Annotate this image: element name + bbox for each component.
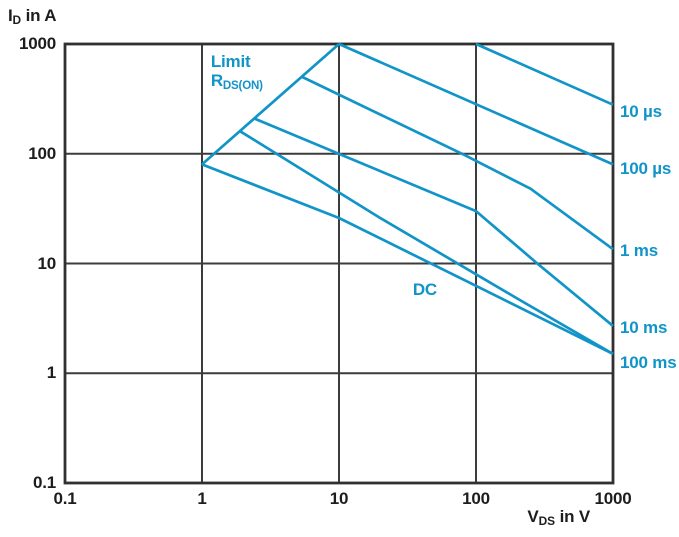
curve-pulse-10ms — [253, 117, 614, 327]
curve-label-pulse-100ms: 100 ms — [620, 352, 677, 372]
y-axis-title-symbol: I — [8, 6, 13, 25]
x-tick-label-10: 10 — [329, 489, 349, 508]
y-tick-label-0.1: 0.1 — [32, 473, 56, 492]
curve-pulse-100us — [338, 42, 614, 166]
x-tick-label-100: 100 — [462, 489, 490, 508]
x-axis-title-units: in V — [555, 507, 591, 526]
curve-pulse-10us — [475, 42, 614, 106]
limit-label-line1: Limit — [210, 52, 251, 72]
y-tick-label-1: 1 — [46, 363, 56, 383]
limit-rdson-label: Limit RDS(ON) — [211, 52, 263, 93]
curve-dc — [201, 163, 614, 356]
y-tick-label-100: 100 — [28, 143, 56, 163]
limit-label-symbol: R — [210, 71, 223, 91]
curve-label-pulse-1ms: 1 ms — [620, 241, 658, 261]
x-axis-title-subscript: DS — [538, 513, 556, 528]
curve-pulse-1ms — [301, 75, 614, 251]
y-axis-title-subscript: D — [12, 12, 22, 27]
curve-label-pulse-10us: 10 µs — [620, 101, 662, 121]
dc-label: DC — [412, 279, 437, 299]
x-axis-title-symbol: V — [527, 507, 539, 526]
limit-label-subscript: DS(ON) — [222, 79, 263, 92]
curve-pulse-100ms — [239, 130, 614, 356]
y-axis-title: ID in A — [8, 6, 57, 27]
x-tick-label-1: 1 — [197, 489, 207, 508]
x-axis-title: VDS in V — [410, 507, 591, 528]
y-tick-label-1000: 1000 — [18, 34, 56, 53]
curve-label-pulse-100us: 100 µs — [620, 159, 672, 179]
y-axis-title-units: in A — [21, 6, 57, 25]
x-tick-label-1000: 1000 — [594, 489, 632, 508]
y-tick-label-10: 10 — [37, 253, 56, 273]
curve-label-pulse-10ms: 10 ms — [620, 317, 668, 337]
x-tick-label-0.1: 0.1 — [53, 489, 77, 508]
curve-limit-rdson — [201, 42, 340, 166]
